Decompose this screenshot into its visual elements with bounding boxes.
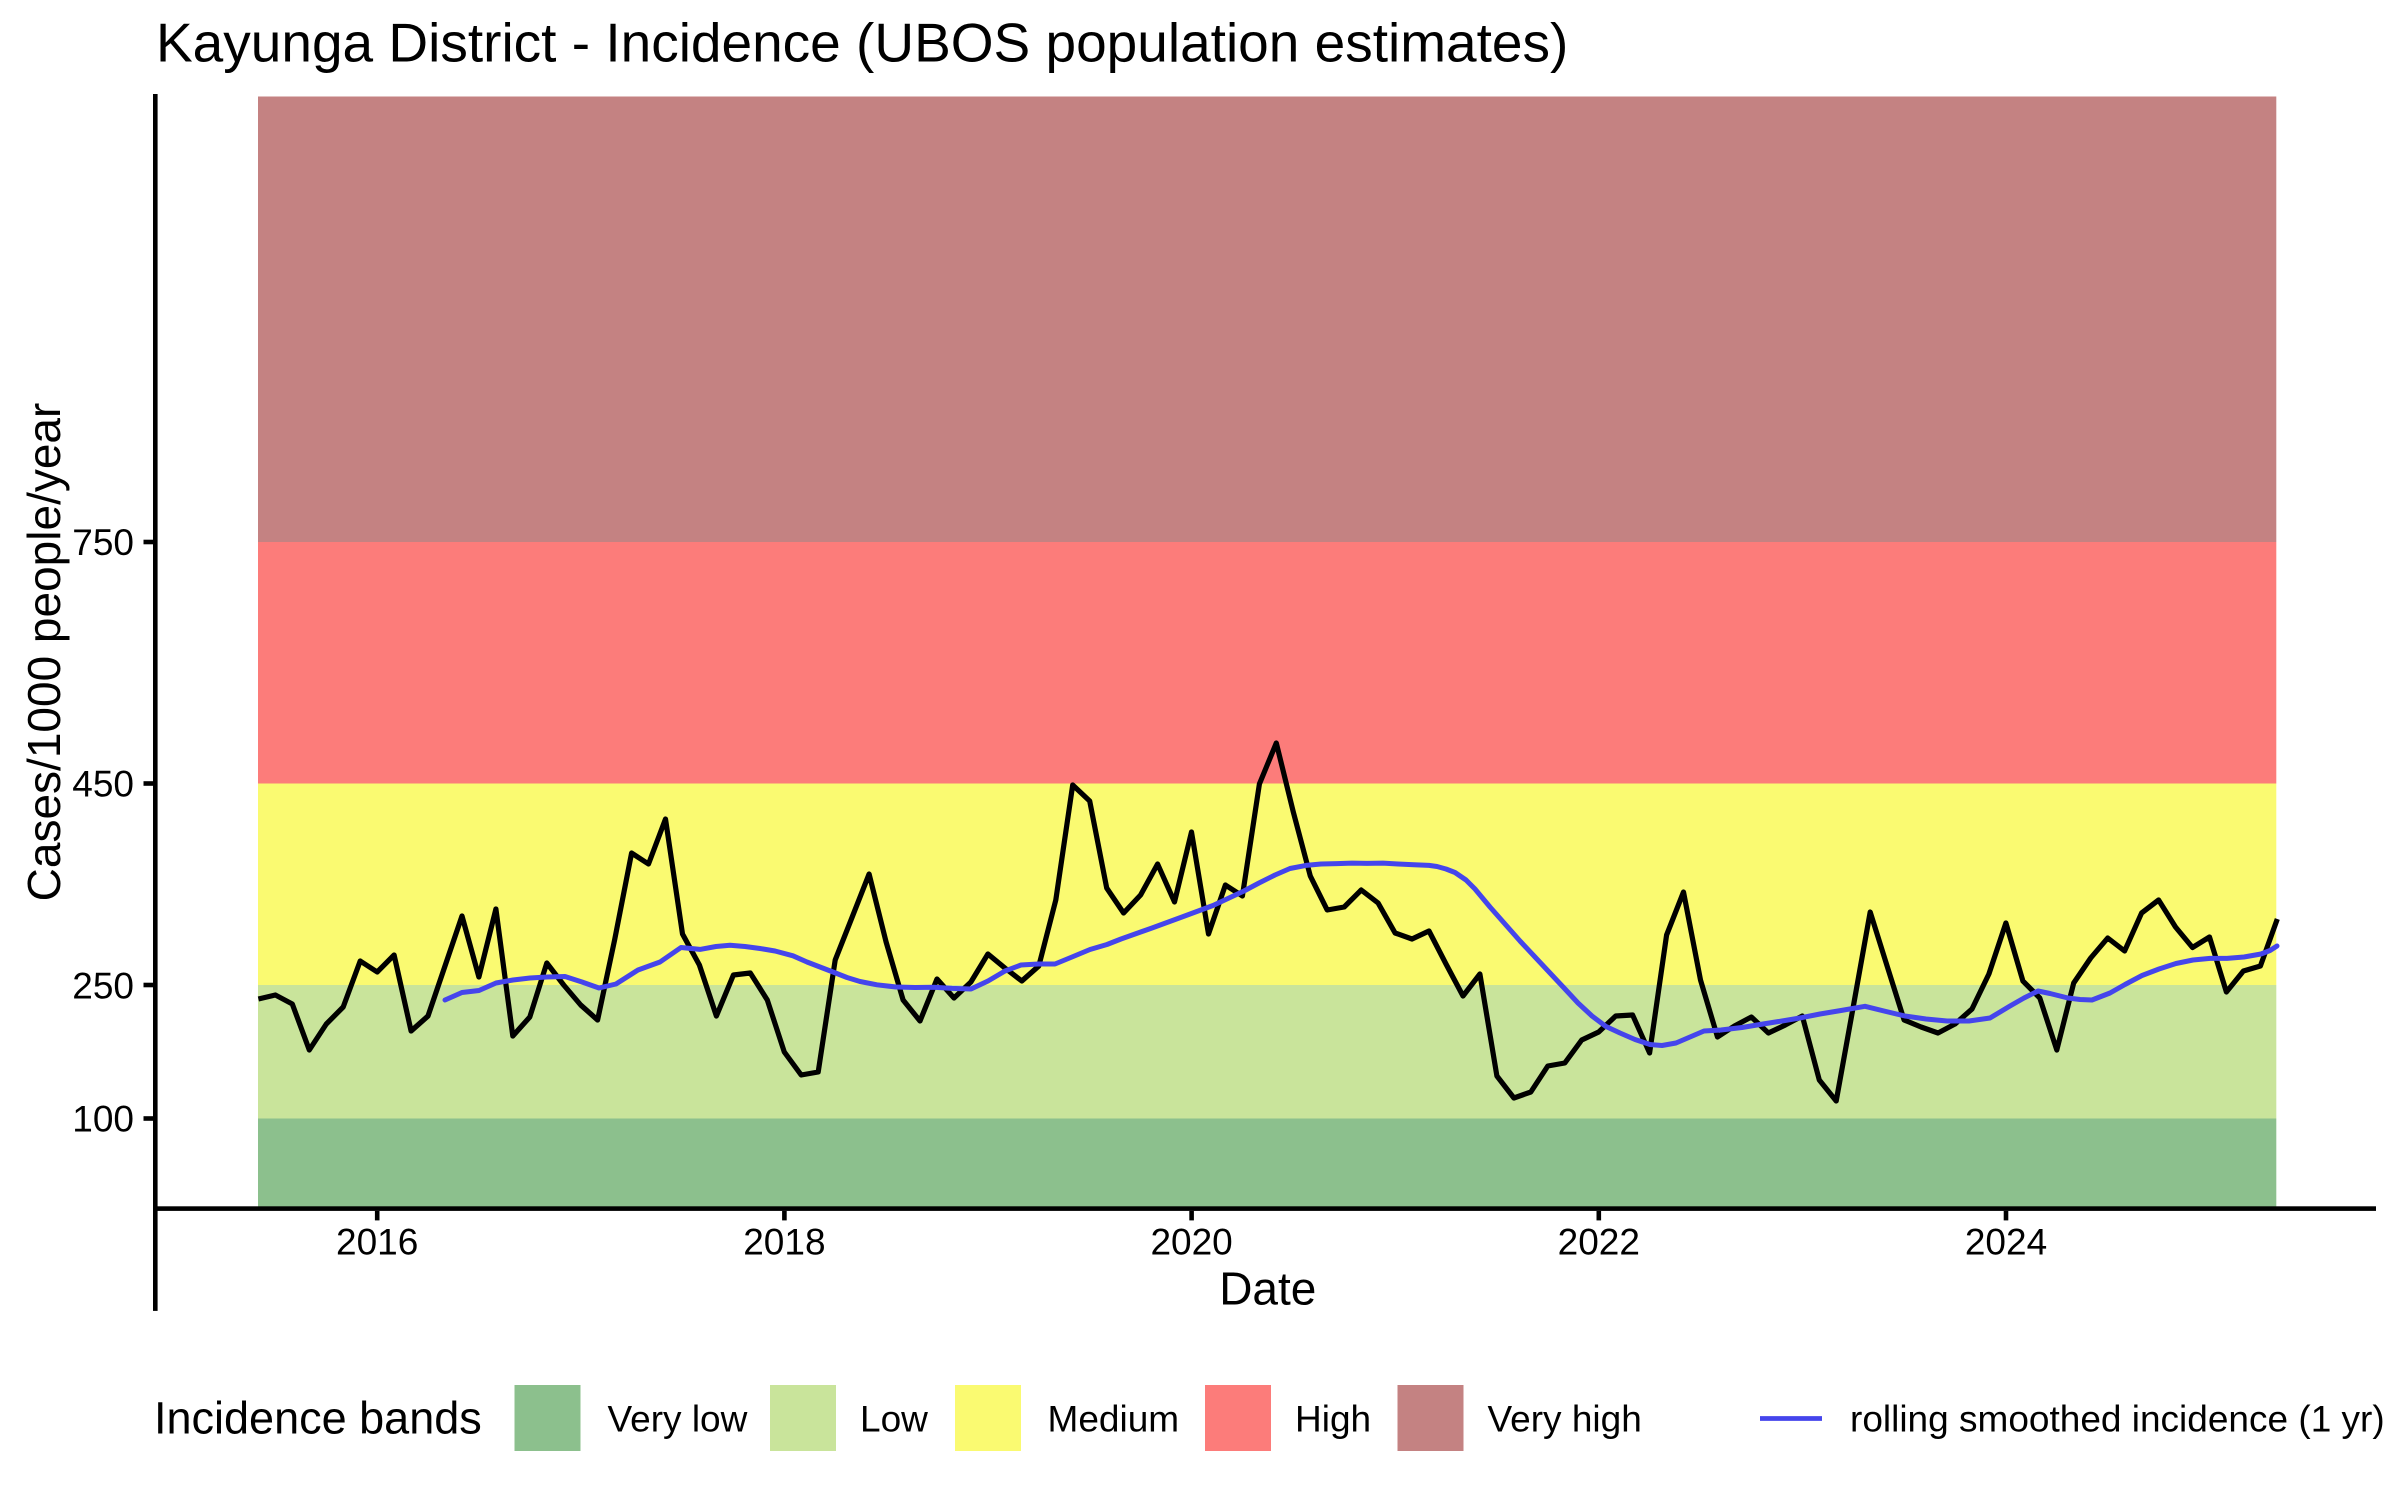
svg-text:Low: Low bbox=[860, 1399, 928, 1440]
svg-text:450: 450 bbox=[72, 764, 134, 805]
svg-text:Very high: Very high bbox=[1488, 1399, 1642, 1440]
svg-text:High: High bbox=[1295, 1399, 1371, 1440]
svg-text:Very low: Very low bbox=[608, 1399, 748, 1440]
svg-text:Kayunga District - Incidence (: Kayunga District - Incidence (UBOS popul… bbox=[156, 12, 1568, 74]
svg-text:2022: 2022 bbox=[1558, 1222, 1640, 1263]
svg-text:Medium: Medium bbox=[1048, 1399, 1180, 1440]
svg-text:2024: 2024 bbox=[1965, 1222, 2047, 1263]
svg-text:Date: Date bbox=[1219, 1263, 1316, 1315]
svg-text:2016: 2016 bbox=[336, 1222, 418, 1263]
svg-text:rolling smoothed incidence (1: rolling smoothed incidence (1 yr) bbox=[1850, 1399, 2385, 1440]
svg-text:2018: 2018 bbox=[743, 1222, 825, 1263]
svg-text:Incidence bands: Incidence bands bbox=[154, 1393, 482, 1444]
svg-text:100: 100 bbox=[72, 1099, 134, 1140]
svg-text:Cases/1000 people/year: Cases/1000 people/year bbox=[18, 403, 70, 902]
svg-text:750: 750 bbox=[72, 522, 134, 563]
svg-text:2020: 2020 bbox=[1150, 1222, 1232, 1263]
svg-text:250: 250 bbox=[72, 965, 134, 1006]
